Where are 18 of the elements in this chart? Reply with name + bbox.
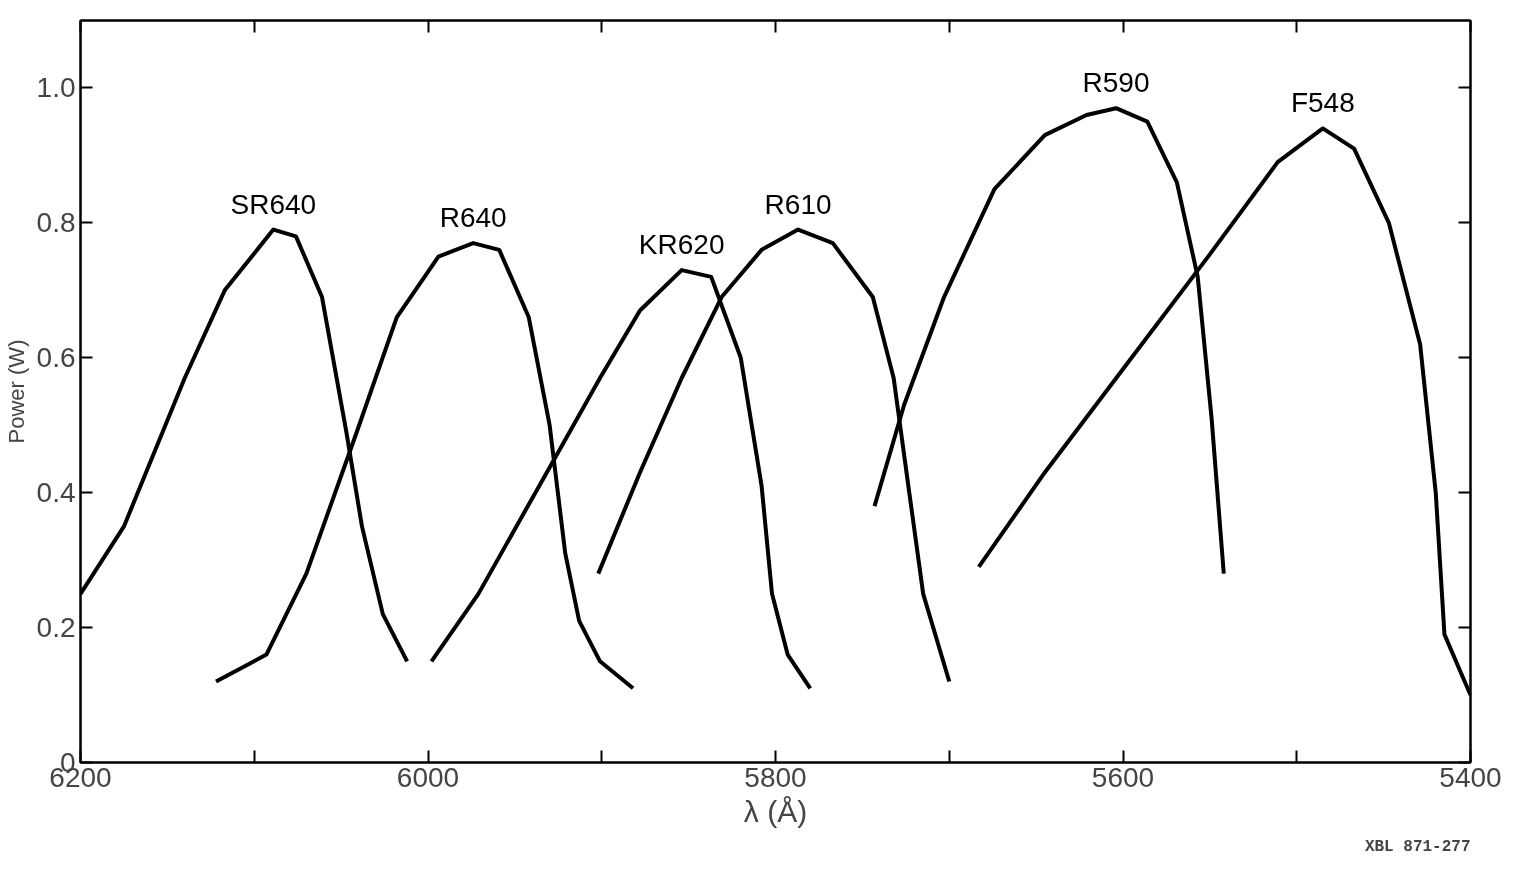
x-tick-label: 5800 xyxy=(744,761,807,793)
x-axis-title: λ (Å) xyxy=(743,794,808,828)
y-tick-label: 0.4 xyxy=(36,477,76,509)
y-tick-label: 0.6 xyxy=(36,342,76,374)
y-tick-label: 1.0 xyxy=(36,72,76,104)
series-label: KR620 xyxy=(638,229,725,261)
x-tick-label: 6000 xyxy=(396,761,460,793)
text: XBL 871-277 xyxy=(1364,837,1471,856)
series-label: R610 xyxy=(764,188,832,220)
series-label: F548 xyxy=(1290,87,1355,119)
y-tick-label: 0.8 xyxy=(36,207,76,239)
series-label: SR640 xyxy=(230,188,317,220)
y-tick-label: 0.2 xyxy=(36,612,76,644)
series-label: R590 xyxy=(1082,67,1150,99)
x-tick-label: 5400 xyxy=(1439,761,1502,793)
x-tick-label: 5600 xyxy=(1091,761,1155,793)
y-axis-title: Power (W) xyxy=(3,339,29,444)
series-label: R640 xyxy=(439,202,507,234)
